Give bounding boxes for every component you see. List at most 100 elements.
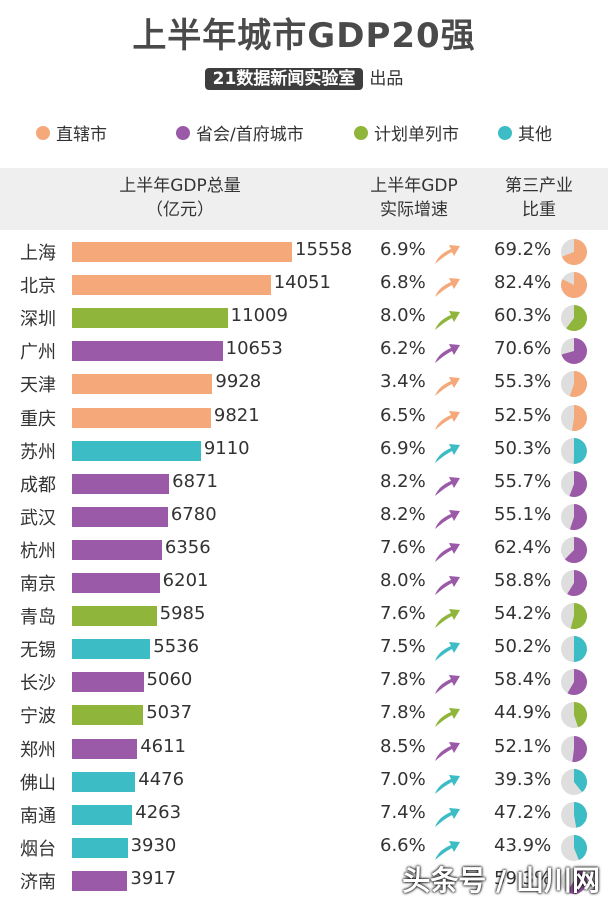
- tertiary-column-header: 第三产业 比重: [484, 174, 594, 222]
- tertiary-share-label: 55.1%: [494, 503, 552, 525]
- growth-rate-label: 7.6%: [380, 603, 426, 625]
- city-label: 无锡: [20, 640, 56, 662]
- legend-item: 计划单列市: [354, 120, 459, 145]
- tertiary-share-pie: [561, 470, 587, 497]
- city-label: 杭州: [20, 540, 56, 562]
- tertiary-share-pie: [561, 768, 588, 795]
- city-label: 青岛: [20, 607, 56, 629]
- city-label: 重庆: [20, 408, 56, 430]
- tertiary-share-label: 82.4%: [494, 272, 552, 294]
- legend-swatch: [176, 125, 190, 140]
- gdp-value-label: 5536: [153, 636, 200, 658]
- growth-rate-label: 6.2%: [380, 338, 426, 360]
- up-arrow-icon: [435, 410, 460, 430]
- tertiary-share-label: 43.9%: [494, 834, 552, 856]
- growth-rate-label: 8.5%: [380, 735, 426, 757]
- tertiary-share-label: 60.3%: [494, 305, 552, 327]
- up-arrow-icon: [435, 741, 460, 761]
- up-arrow-icon: [435, 840, 460, 860]
- gdp-value-label: 5037: [146, 702, 193, 724]
- gdp-value-label: 5985: [159, 603, 206, 625]
- up-arrow-icon: [435, 542, 460, 562]
- table-row: 佛山 4476 7.0% 39.3%: [0, 766, 608, 799]
- table-row: 长沙 5060 7.8% 58.4%: [0, 666, 608, 699]
- gdp-value-label: 6780: [170, 503, 217, 525]
- tertiary-share-label: 58.8%: [494, 570, 552, 591]
- tertiary-share-pie: [561, 867, 588, 894]
- up-arrow-icon: [435, 774, 460, 794]
- tertiary-share-label: 47.2%: [494, 801, 552, 823]
- tertiary-share-label: 69.2%: [494, 239, 552, 260]
- tertiary-share-label: 62.4%: [494, 536, 552, 558]
- city-label: 广州: [20, 342, 56, 364]
- gdp-bar: [72, 308, 228, 329]
- table-row: 杭州 6356 7.6% 62.4%: [0, 534, 608, 567]
- city-label: 济南: [20, 871, 56, 893]
- tertiary-share-pie: [561, 636, 587, 663]
- gdp-bar: [72, 242, 292, 262]
- gdp-bar: [72, 870, 128, 891]
- tertiary-share-label: 55.7%: [494, 470, 552, 492]
- legend-item: 省会/首府城市: [176, 120, 304, 145]
- up-arrow-icon: [435, 377, 460, 397]
- growth-rate-label: 7.8%: [380, 669, 426, 691]
- table-row: 南通 4263 7.4% 47.2%: [0, 799, 608, 832]
- table-row: 南京 6201 8.0% 58.8%: [0, 567, 608, 600]
- tertiary-share-label: 44.9%: [494, 702, 552, 724]
- gdp-bar: [72, 639, 151, 660]
- tertiary-header-line2: 比重: [522, 200, 556, 220]
- legend-label: 省会/首府城市: [196, 125, 304, 145]
- gdp-value-label: 6871: [172, 470, 218, 492]
- tertiary-share-label: 52.1%: [494, 735, 552, 757]
- up-arrow-icon: [435, 344, 460, 364]
- tertiary-share-pie: [560, 272, 587, 299]
- growth-rate-label: 7.6%: [380, 536, 426, 558]
- gdp-bar: [72, 539, 162, 560]
- tertiary-share-label: 58.4%: [494, 669, 552, 691]
- up-arrow-icon: [435, 807, 460, 827]
- table-row: 上海 15558 6.9% 69.2%: [0, 236, 608, 269]
- growth-header-line1: 上半年GDP: [370, 176, 458, 196]
- city-label: 上海: [20, 243, 56, 264]
- tertiary-share-label: 39.3%: [494, 768, 552, 790]
- up-arrow-icon: [435, 675, 460, 695]
- gdp-bar: [72, 573, 160, 593]
- gdp-value-label: 9110: [203, 437, 250, 459]
- gdp-bar: [72, 672, 144, 693]
- legend-label: 其他: [518, 125, 552, 145]
- city-label: 佛山: [20, 772, 56, 794]
- growth-rate-label: 7.4%: [380, 801, 426, 823]
- city-label: 武汉: [20, 507, 56, 529]
- gdp-value-label: 3917: [130, 867, 177, 889]
- gdp-column-header: 上半年GDP总量 （亿元）: [70, 174, 290, 222]
- city-label: 烟台: [20, 838, 56, 860]
- tertiary-share-label: 54.2%: [494, 603, 552, 625]
- tertiary-share-pie: [561, 437, 587, 464]
- city-label: 郑州: [20, 739, 56, 761]
- gdp-value-label: 14051: [273, 272, 331, 294]
- growth-rate-label: 8.2%: [380, 503, 426, 525]
- tertiary-share-pie: [561, 239, 587, 265]
- up-arrow-icon: [435, 576, 460, 595]
- tertiary-share-pie: [561, 503, 587, 530]
- tertiary-share-pie: [561, 603, 588, 630]
- tertiary-share-pie: [561, 338, 587, 365]
- growth-rate-label: 3.4%: [380, 371, 426, 393]
- tertiary-share-pie: [561, 801, 588, 828]
- gdp-value-label: 11009: [230, 305, 288, 327]
- legend-swatch: [354, 125, 368, 140]
- up-arrow-icon: [435, 609, 460, 629]
- gdp-value-label: 4476: [138, 768, 185, 790]
- table-row: 北京 14051 6.8% 82.4%: [0, 269, 608, 302]
- table-row: 烟台 3930 6.6% 43.9%: [0, 832, 608, 865]
- table-row: 济南 3917 59.3%: [0, 865, 608, 898]
- table-row: 重庆 9821 6.5% 52.5%: [0, 402, 608, 435]
- gdp-bar: [72, 341, 223, 362]
- gdp-value-label: 9821: [213, 404, 260, 426]
- growth-rate-label: 8.0%: [380, 570, 426, 591]
- tertiary-share-label: 59.3%: [494, 867, 552, 889]
- gdp-value-label: 3930: [130, 834, 177, 856]
- growth-rate-label: 6.8%: [380, 272, 426, 294]
- watermark: 头条号 / 山川网: [402, 864, 600, 897]
- gdp-value-label: 4263: [135, 801, 182, 823]
